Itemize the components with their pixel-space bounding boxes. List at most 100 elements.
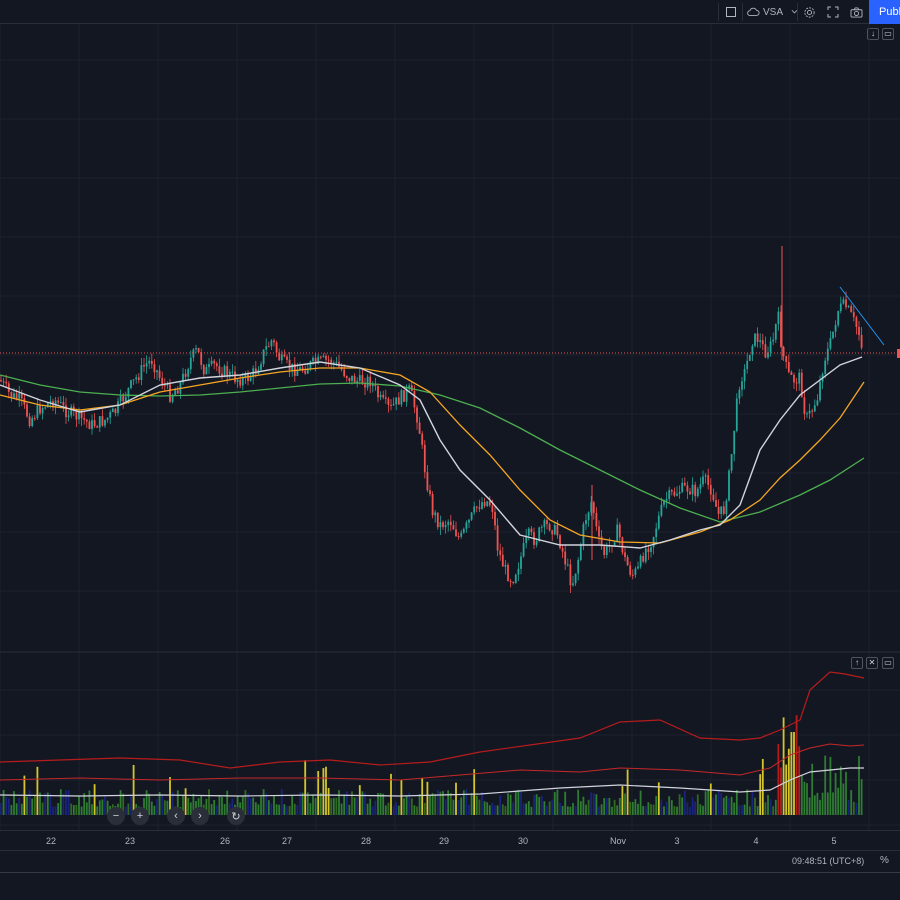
candle-body <box>429 490 431 495</box>
candle-body <box>374 384 377 387</box>
volume-bar <box>10 805 13 815</box>
volume-bar <box>517 789 520 815</box>
candle-body <box>624 552 626 558</box>
volume-bar <box>676 806 678 815</box>
volume-bar <box>163 800 166 815</box>
scroll-right-icon[interactable]: › <box>191 807 209 825</box>
candle-body <box>104 419 106 426</box>
fullscreen-icon[interactable] <box>824 0 842 24</box>
volume-bar <box>683 790 686 815</box>
candle-body <box>574 573 577 584</box>
time-tick: 30 <box>517 836 529 846</box>
candle-body <box>41 408 44 414</box>
volume-bar <box>621 786 624 815</box>
candle-body <box>130 380 132 388</box>
volume-bar <box>847 799 850 815</box>
volume-bar <box>678 794 681 815</box>
candle-body <box>551 530 554 535</box>
candle-body <box>387 398 390 405</box>
volume-bar <box>481 791 483 815</box>
candle-body <box>260 364 262 370</box>
volume-bar <box>556 789 559 815</box>
candle-body <box>689 491 691 495</box>
volume-bar <box>777 743 780 815</box>
candle-body <box>803 397 806 414</box>
volume-bar <box>291 795 294 815</box>
candle-body <box>764 344 767 358</box>
candle-body <box>756 333 759 342</box>
arrow-up-icon[interactable]: ↑ <box>851 657 863 669</box>
zoom-out-icon[interactable]: − <box>107 807 125 825</box>
arrow-down-icon[interactable]: ↓ <box>867 28 879 40</box>
volume-bar <box>650 804 652 815</box>
volume-bar <box>582 796 585 815</box>
publish-button[interactable]: Publish <box>869 0 900 24</box>
candle-body <box>176 390 179 394</box>
candle-body <box>280 354 283 361</box>
square-icon[interactable] <box>722 0 740 24</box>
volume-bar <box>262 789 265 815</box>
volume-bar <box>2 789 5 815</box>
candle-body <box>572 583 574 586</box>
maximize-pane-icon[interactable]: ▭ <box>882 657 894 669</box>
candle-body <box>301 367 304 371</box>
volume-bar <box>501 804 504 815</box>
camera-icon[interactable] <box>847 0 865 24</box>
candle-body <box>449 521 452 526</box>
candle-body <box>436 512 439 528</box>
close-icon[interactable]: ✕ <box>866 657 878 669</box>
maximize-pane-icon[interactable]: ▭ <box>882 28 894 40</box>
volume-bar <box>62 793 65 815</box>
volume-bar <box>494 805 496 815</box>
zoom-in-icon[interactable]: + <box>131 807 149 825</box>
reset-icon[interactable]: ↻ <box>227 807 245 825</box>
volume-bar <box>691 797 694 815</box>
candle-body <box>452 525 455 530</box>
volume-bar <box>41 802 44 815</box>
candle-body <box>36 405 39 419</box>
chart-navigation: − + ‹ › ↻ <box>107 807 245 829</box>
time-axis[interactable]: 22 23 26 27 28 29 30 Nov 3 4 5 <box>0 830 900 850</box>
candle-body <box>819 381 821 401</box>
candle-body <box>785 356 788 362</box>
volume-bar <box>13 791 15 815</box>
candle-body <box>475 506 478 508</box>
volume-bar <box>790 732 793 815</box>
price-chart[interactable] <box>0 24 900 830</box>
volume-bar <box>439 791 442 815</box>
indicator-dropdown[interactable]: VSA <box>746 0 798 24</box>
volume-bar <box>486 802 489 815</box>
volume-bar <box>156 799 158 815</box>
volume-bar <box>540 795 543 815</box>
candle-body <box>683 482 686 486</box>
volume-bar <box>748 806 751 815</box>
volume-bar <box>280 789 283 815</box>
volume-bar <box>353 797 356 815</box>
volume-bar <box>668 796 671 815</box>
candle-body <box>678 492 681 494</box>
toolbar-divider <box>742 3 743 21</box>
percent-scale-toggle[interactable]: % <box>880 855 889 866</box>
candle-body <box>283 354 286 357</box>
candle-body <box>811 410 814 412</box>
volume-bar <box>613 799 616 815</box>
candle-body <box>598 526 600 537</box>
candle-body <box>101 416 104 426</box>
scroll-left-icon[interactable]: ‹ <box>167 807 185 825</box>
gear-icon[interactable] <box>800 0 818 24</box>
volume-bar <box>44 793 47 815</box>
volume-bar <box>397 805 400 815</box>
volume-bar <box>278 804 281 815</box>
volume-bar <box>803 781 806 815</box>
candle-body <box>759 340 762 342</box>
volume-bar <box>369 798 372 815</box>
candle-body <box>234 371 236 383</box>
volume-bar <box>579 801 582 815</box>
candle-body <box>2 381 5 383</box>
candle-body <box>228 371 231 377</box>
candle-body <box>395 397 398 405</box>
candle-body <box>553 524 556 535</box>
volume-bar <box>759 774 762 815</box>
volume-bar <box>465 789 468 815</box>
candle-body <box>148 360 151 364</box>
